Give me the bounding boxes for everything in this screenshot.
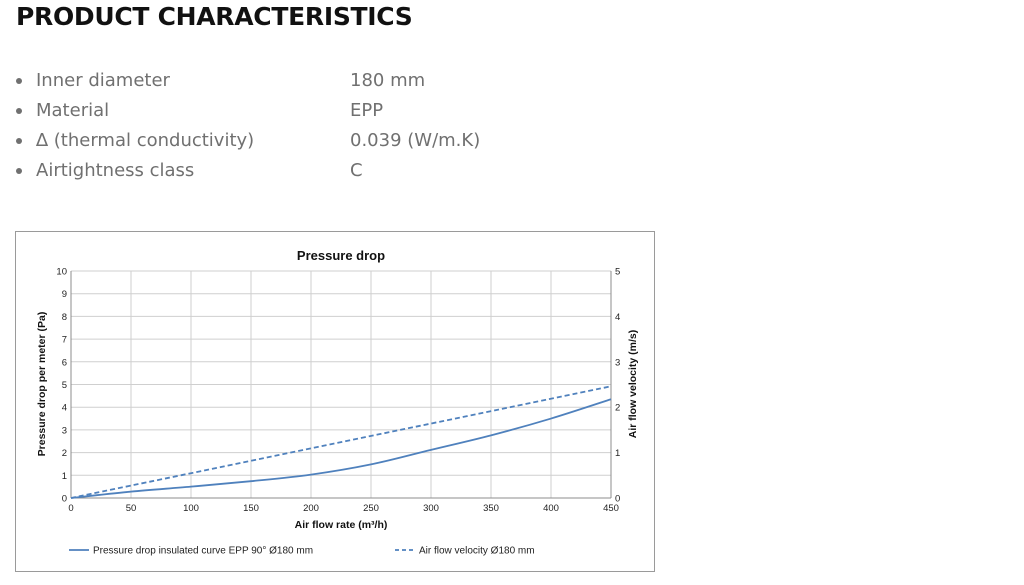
spec-label: Material <box>36 100 110 121</box>
x-tick-label: 50 <box>126 503 137 514</box>
pressure-drop-line <box>70 398 612 499</box>
y-tick-label: 7 <box>62 335 67 346</box>
spec-label: Airtightness class <box>36 160 195 181</box>
x-tick-label: 100 <box>183 503 199 514</box>
spec-value: 0.039 (W/m.K) <box>350 130 481 151</box>
spec-list: Inner diameter 180 mm Material EPP ∆ (th… <box>16 66 656 186</box>
page-title: PRODUCT CHARACTERISTICS <box>16 2 413 31</box>
y2-tick-label: 1 <box>615 448 620 459</box>
spec-row-airtightness-class: Airtightness class C <box>16 156 656 186</box>
pressure-drop-chart: Pressure drop 0 1 2 3 4 5 6 7 8 9 10 0 1 2 3 4 5 0 50 100 15… <box>15 231 655 572</box>
y2-axis-title: Air flow velocity (m/s) <box>627 330 639 439</box>
legend: Pressure drop insulated curve EPP 90° Ø1… <box>69 546 535 557</box>
y-tick-label: 2 <box>62 448 67 459</box>
spec-row-inner-diameter: Inner diameter 180 mm <box>16 66 656 96</box>
y-tick-label: 10 <box>56 267 67 278</box>
x-tick-label: 450 <box>603 503 619 514</box>
x-tick-label: 200 <box>303 503 319 514</box>
x-tick-label: 0 <box>68 503 73 514</box>
spec-value: EPP <box>350 100 384 121</box>
spec-value: 180 mm <box>350 70 426 91</box>
x-tick-label: 350 <box>483 503 499 514</box>
legend-label-air-flow-velocity: Air flow velocity Ø180 mm <box>419 546 535 557</box>
spec-label: ∆ (thermal conductivity) <box>36 130 255 151</box>
x-tick-label: 400 <box>543 503 559 514</box>
spec-value: C <box>350 160 363 181</box>
y2-tick-label: 5 <box>615 267 620 278</box>
x-axis-title: Air flow rate (m³/h) <box>295 519 388 531</box>
y-tick-label: 5 <box>62 380 67 391</box>
y-axis-title: Pressure drop per meter (Pa) <box>36 312 48 457</box>
x-tick-label: 150 <box>243 503 259 514</box>
y-tick-label: 6 <box>62 357 67 368</box>
chart-title: Pressure drop <box>297 248 385 263</box>
x-tick-label: 250 <box>363 503 379 514</box>
y-tick-label: 3 <box>62 425 67 436</box>
y2-tick-label: 3 <box>615 357 620 368</box>
legend-label-pressure-drop: Pressure drop insulated curve EPP 90° Ø1… <box>93 546 313 557</box>
y-tick-label: 4 <box>62 403 67 414</box>
air-flow-velocity-line <box>70 385 612 499</box>
y-tick-label: 8 <box>62 312 67 323</box>
y2-tick-label: 2 <box>615 403 620 414</box>
series-layer <box>70 385 612 499</box>
spec-row-thermal-conductivity: ∆ (thermal conductivity) 0.039 (W/m.K) <box>16 126 656 156</box>
spec-label: Inner diameter <box>36 70 170 91</box>
y2-tick-label: 4 <box>615 312 620 323</box>
grid-layer <box>70 270 612 499</box>
x-tick-label: 300 <box>423 503 439 514</box>
bullet-icon <box>16 108 22 114</box>
y-tick-label: 1 <box>62 471 67 482</box>
bullet-icon <box>16 138 22 144</box>
bullet-icon <box>16 168 22 174</box>
y-tick-label: 0 <box>62 494 67 505</box>
y2-tick-label: 0 <box>615 494 620 505</box>
bullet-icon <box>16 78 22 84</box>
spec-row-material: Material EPP <box>16 96 656 126</box>
y-tick-label: 9 <box>62 289 67 300</box>
